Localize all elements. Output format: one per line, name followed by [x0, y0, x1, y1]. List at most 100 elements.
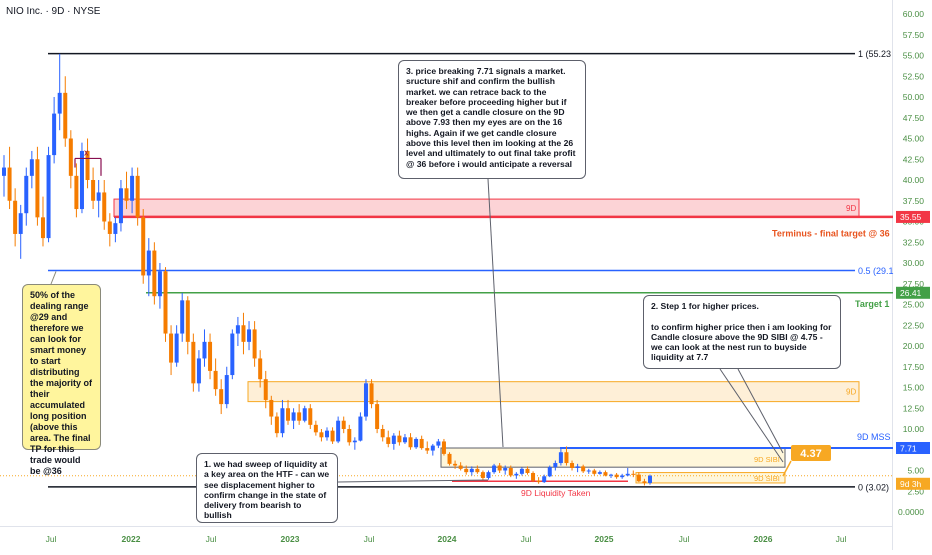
pointer-note3: [487, 178, 504, 448]
candle-body-102: [570, 463, 575, 469]
candle-body-36: [202, 341, 207, 359]
price-tick-label-20: 10.00: [903, 424, 925, 434]
time-tick-label-1: 2022: [122, 534, 141, 544]
symbol-title[interactable]: NIO Inc. · 9D · NYSE: [6, 6, 101, 17]
candle-body-22: [124, 188, 129, 201]
candle-body-42: [235, 325, 240, 334]
candle-body-76: [425, 448, 430, 451]
fvg-orange-zone: [247, 381, 860, 403]
candle-body-54: [302, 408, 307, 421]
candle-body-72: [402, 437, 407, 443]
candle-body-78: [436, 441, 441, 446]
price-tick-label-19: 12.50: [903, 403, 925, 413]
candle-body-41: [230, 333, 235, 376]
candle-body-39: [219, 389, 224, 405]
candle-body-38: [213, 370, 218, 390]
candle-body-93: [519, 468, 524, 474]
candle-body-80: [447, 453, 452, 464]
candle-body-10: [57, 92, 62, 114]
candle-body-47: [263, 379, 268, 400]
time-tick-label-3: 2023: [281, 534, 300, 544]
candle-body-21: [118, 188, 123, 224]
candle-body-26: [146, 250, 151, 276]
candle-body-51: [286, 408, 291, 421]
candle-body-95: [531, 472, 536, 481]
candle-body-14: [79, 150, 84, 210]
candle-body-99: [553, 463, 558, 468]
candle-body-33: [185, 300, 190, 342]
target1-price-tag: [896, 286, 930, 299]
candle-body-81: [453, 463, 458, 466]
current-price-badge-pointer: [782, 460, 792, 477]
candle-body-74: [414, 438, 419, 448]
candle-body-34: [191, 341, 196, 384]
price-tick-label-12: 30.00: [903, 258, 925, 268]
candle-body-79: [441, 441, 446, 454]
candle-body-9: [52, 113, 57, 156]
candle-body-101: [564, 452, 569, 464]
price-tick-label-2: 55.00: [903, 51, 925, 61]
candle-body-3: [18, 213, 23, 234]
zones-layer: 9D 9D 9D SIBI 9D SIBI: [113, 198, 860, 484]
candle-body-6: [35, 159, 40, 218]
candle-body-85: [475, 468, 480, 473]
candle-body-65: [363, 383, 368, 417]
fvg-red-label: 9D: [846, 204, 856, 213]
candle-body-37: [208, 341, 213, 371]
candle-body-58: [325, 430, 329, 438]
note-sweep-liquidity: 1. we had sweep of liquidity at a key ar…: [196, 453, 338, 523]
candle-body-62: [347, 429, 352, 443]
candle-body-110: [614, 474, 619, 478]
target1-label: Target 1: [855, 299, 889, 309]
mss-label: 9D MSS: [857, 432, 891, 442]
note-step1-higher-prices: 2. Step 1 for higher prices. to confirm …: [643, 295, 841, 369]
current-price-badge: [791, 445, 831, 461]
time-tick-label-0: Jul: [46, 534, 57, 544]
price-tick-label-17: 17.50: [903, 362, 925, 372]
candle-body-92: [514, 473, 519, 476]
sibi-label-lower: 9D SIBI: [754, 474, 780, 483]
candle-body-87: [486, 472, 491, 478]
fib-1-label: 1 (55.23: [858, 49, 891, 59]
fib-0-label: 0 (3.02): [858, 482, 889, 492]
candle-body-8: [46, 155, 51, 239]
time-tick-label-7: 2025: [595, 534, 614, 544]
candle-body-7: [40, 217, 45, 239]
terminus-price-tag: [896, 210, 930, 223]
fvg-orange-label: 9D: [846, 388, 856, 397]
candle-body-66: [369, 383, 374, 405]
candle-body-29: [163, 271, 168, 334]
x-marker-label: x: [84, 147, 89, 157]
terminus-price-tag-text: 35.55: [900, 212, 922, 222]
fvg-red-zone: [113, 198, 860, 218]
candle-body-96: [536, 480, 541, 483]
candle-body-71: [397, 435, 402, 443]
levels-layer: [0, 52, 893, 488]
candle-body-48: [269, 399, 274, 417]
candle-body-111: [620, 475, 625, 478]
candle-body-57: [319, 432, 324, 438]
current-price-badge-text: 4.37: [800, 448, 821, 460]
candle-body-46: [258, 358, 263, 380]
candle-body-59: [330, 430, 335, 442]
sibi-label-upper: 9D SIBI: [754, 455, 780, 464]
time-tick-label-5: 2024: [438, 534, 457, 544]
candle-body-53: [297, 412, 302, 421]
candle-body-52: [291, 412, 296, 421]
candle-body-75: [419, 438, 424, 449]
candle-body-13: [74, 175, 79, 210]
candle-body-24: [135, 175, 140, 218]
candle-body-4: [24, 175, 29, 214]
candle-body-105: [586, 470, 591, 472]
price-tick-label-16: 20.00: [903, 341, 925, 351]
candle-body-2: [13, 200, 18, 234]
price-tick-label-11: 32.50: [903, 237, 925, 247]
candle-body-100: [558, 452, 563, 464]
candle-body-15: [85, 150, 90, 180]
candle-body-113: [631, 473, 636, 475]
candle-body-32: [180, 300, 185, 334]
price-tick-label-23: 2.50: [907, 486, 924, 496]
annotations-layer: 1 (55.23 0.5 (29.1 0 (3.02) Terminus - fina…: [50, 49, 894, 498]
price-tick-label-24: 0.0000: [898, 507, 924, 517]
liquidity-taken-label: 9D Liquidity Taken: [521, 488, 591, 498]
